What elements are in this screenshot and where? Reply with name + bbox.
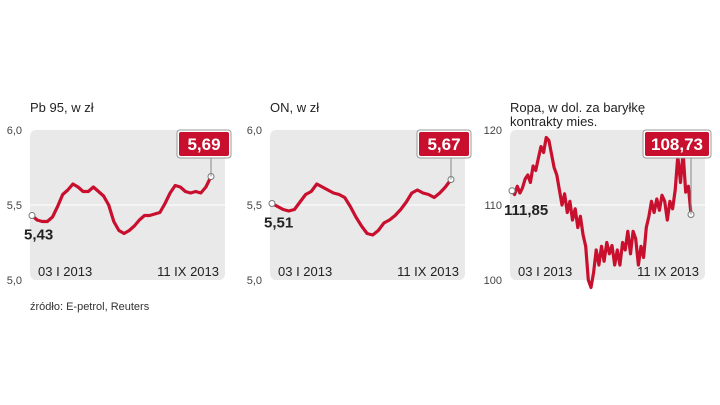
series-line bbox=[510, 135, 693, 290]
y-tick-label: 100 bbox=[484, 275, 502, 287]
chart-title: Ropa, w dol. za baryłkę bbox=[510, 100, 645, 115]
x-tick-label: 11 IX 2013 bbox=[637, 264, 699, 279]
callout-box bbox=[419, 132, 469, 156]
end-value-label: 5,67 bbox=[427, 135, 460, 154]
y-tick-label: 6,0 bbox=[247, 125, 262, 137]
start-value-label: 5,43 bbox=[24, 227, 53, 244]
chart-title: Pb 95, w zł bbox=[30, 100, 94, 115]
start-value-label: 111,85 bbox=[504, 202, 548, 219]
callout-box bbox=[179, 132, 229, 156]
chart-title: ON, w zł bbox=[270, 100, 319, 115]
x-tick-label: 03 I 2013 bbox=[518, 264, 572, 279]
y-tick-label: 5,5 bbox=[247, 200, 262, 212]
start-point bbox=[508, 187, 516, 195]
end-value-label: 5,69 bbox=[187, 135, 220, 154]
end-value-label: 108,73 bbox=[651, 135, 703, 154]
callout-box bbox=[645, 132, 709, 156]
start-point bbox=[268, 200, 276, 207]
chart-1: Pb 95, w zł 6,0 5,5 5,0 03 I 2013 11 IX 2013 5… bbox=[7, 100, 232, 287]
x-tick-label: 03 I 2013 bbox=[38, 264, 92, 279]
series-line bbox=[30, 174, 213, 236]
chart-2: ON, w zł 6,0 5,5 5,0 03 I 2013 11 IX 2013 5,51… bbox=[247, 100, 472, 287]
series-line bbox=[270, 177, 453, 237]
x-tick-label: 11 IX 2013 bbox=[397, 264, 459, 279]
source-note: źródło: E-petrol, Reuters bbox=[30, 301, 150, 313]
y-tick-label: 120 bbox=[484, 125, 502, 137]
y-tick-label: 5,0 bbox=[247, 275, 262, 287]
start-value-label: 5,51 bbox=[264, 215, 293, 232]
y-tick-label: 5,5 bbox=[7, 200, 22, 212]
chart-subtitle: kontrakty mies. bbox=[510, 114, 597, 129]
x-tick-label: 03 I 2013 bbox=[278, 264, 332, 279]
y-tick-label: 6,0 bbox=[7, 125, 22, 137]
start-point bbox=[28, 212, 36, 219]
x-tick-label: 11 IX 2013 bbox=[157, 264, 219, 279]
y-tick-label: 110 bbox=[484, 200, 502, 212]
y-tick-label: 5,0 bbox=[7, 275, 22, 287]
